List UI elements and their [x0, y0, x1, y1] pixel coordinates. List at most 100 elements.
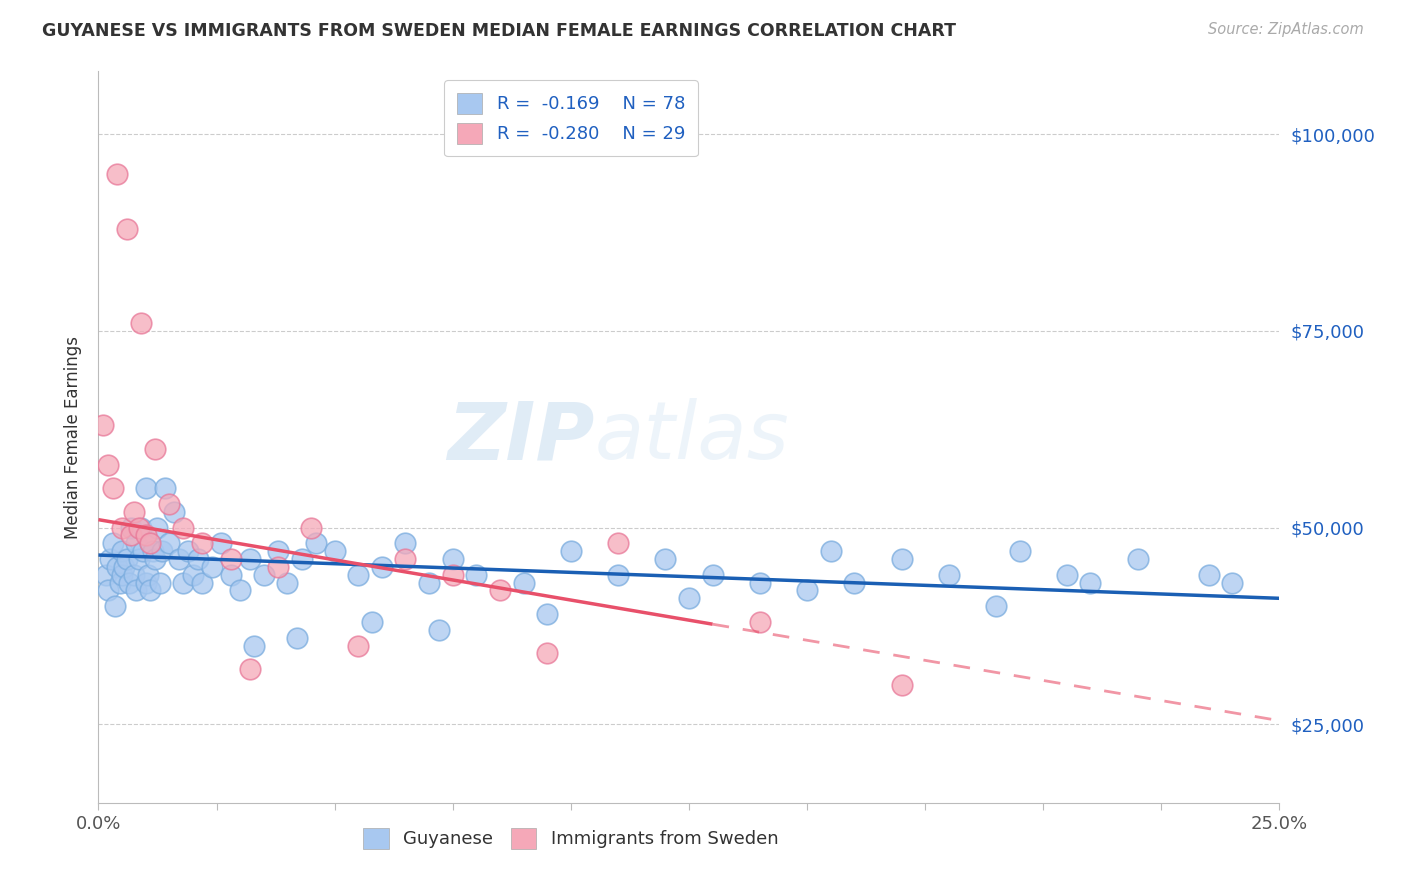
Point — [149, 575, 172, 590]
Point — [536, 646, 558, 660]
Point — [150, 544, 173, 558]
Point — [132, 544, 155, 558]
Point — [105, 167, 128, 181]
Point — [347, 567, 370, 582]
Point — [172, 575, 194, 590]
Point — [125, 536, 148, 550]
Point — [128, 552, 150, 566]
Point — [1126, 552, 1149, 566]
Point — [229, 583, 252, 598]
Point — [394, 552, 416, 566]
Point — [748, 575, 770, 590]
Point — [129, 316, 152, 330]
Point — [239, 662, 262, 676]
Point — [607, 567, 630, 582]
Point — [820, 544, 842, 558]
Point — [1008, 544, 1031, 558]
Point — [135, 481, 157, 495]
Point — [361, 615, 384, 629]
Point — [135, 575, 157, 590]
Point — [536, 607, 558, 621]
Point — [157, 497, 180, 511]
Point — [139, 536, 162, 550]
Point — [122, 567, 145, 582]
Point — [121, 520, 143, 534]
Point — [290, 552, 312, 566]
Point — [111, 520, 134, 534]
Point — [748, 615, 770, 629]
Point — [129, 520, 152, 534]
Point — [796, 583, 818, 598]
Point — [253, 567, 276, 582]
Point — [267, 544, 290, 558]
Point — [1150, 812, 1173, 826]
Point — [187, 552, 209, 566]
Point — [136, 567, 159, 582]
Text: GUYANESE VS IMMIGRANTS FROM SWEDEN MEDIAN FEMALE EARNINGS CORRELATION CHART: GUYANESE VS IMMIGRANTS FROM SWEDEN MEDIA… — [42, 22, 956, 40]
Point — [441, 552, 464, 566]
Point — [239, 552, 262, 566]
Point — [427, 623, 450, 637]
Point — [441, 567, 464, 582]
Point — [97, 458, 120, 472]
Point — [1198, 567, 1220, 582]
Point — [135, 528, 157, 542]
Point — [139, 583, 162, 598]
Point — [1220, 575, 1243, 590]
Point — [146, 520, 169, 534]
Point — [105, 559, 128, 574]
Point — [465, 567, 488, 582]
Point — [607, 536, 630, 550]
Point — [984, 599, 1007, 614]
Point — [844, 575, 866, 590]
Point — [285, 631, 308, 645]
Point — [243, 639, 266, 653]
Point — [219, 567, 242, 582]
Point — [172, 520, 194, 534]
Point — [163, 505, 186, 519]
Point — [153, 481, 176, 495]
Point — [115, 552, 138, 566]
Point — [678, 591, 700, 606]
Point — [654, 552, 676, 566]
Point — [702, 567, 724, 582]
Point — [191, 536, 214, 550]
Point — [139, 536, 162, 550]
Point — [111, 567, 134, 582]
Point — [115, 221, 138, 235]
Point — [1056, 567, 1078, 582]
Point — [276, 575, 298, 590]
Point — [512, 575, 534, 590]
Point — [219, 552, 242, 566]
Point — [112, 559, 135, 574]
Y-axis label: Median Female Earnings: Median Female Earnings — [65, 335, 83, 539]
Point — [91, 418, 114, 433]
Point — [142, 544, 165, 558]
Point — [1080, 575, 1102, 590]
Point — [104, 599, 127, 614]
Point — [177, 544, 200, 558]
Point — [890, 678, 912, 692]
Point — [143, 552, 166, 566]
Point — [128, 520, 150, 534]
Point — [118, 575, 141, 590]
Point — [560, 544, 582, 558]
Point — [418, 575, 440, 590]
Point — [209, 536, 232, 550]
Point — [489, 583, 512, 598]
Point — [111, 544, 134, 558]
Point — [97, 583, 120, 598]
Point — [394, 536, 416, 550]
Point — [347, 639, 370, 653]
Text: ZIP: ZIP — [447, 398, 595, 476]
Point — [108, 575, 131, 590]
Point — [167, 552, 190, 566]
Point — [191, 575, 214, 590]
Point — [125, 583, 148, 598]
Point — [305, 536, 328, 550]
Point — [323, 544, 346, 558]
Point — [371, 559, 394, 574]
Point — [267, 559, 290, 574]
Legend: Guyanese, Immigrants from Sweden: Guyanese, Immigrants from Sweden — [353, 817, 789, 860]
Text: Source: ZipAtlas.com: Source: ZipAtlas.com — [1208, 22, 1364, 37]
